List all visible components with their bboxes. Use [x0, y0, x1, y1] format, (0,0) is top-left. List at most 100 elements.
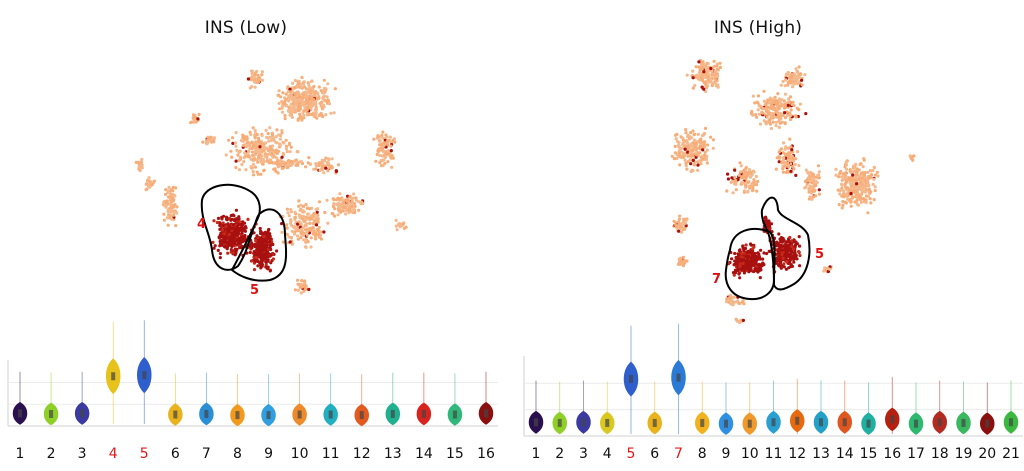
- cell-point: [222, 232, 226, 236]
- violin-box: [652, 418, 657, 427]
- cell-point: [357, 208, 361, 212]
- cell-point: [315, 97, 319, 101]
- violin-3: [74, 371, 90, 425]
- cell-point: [308, 162, 312, 166]
- violin-8: [230, 374, 245, 427]
- violin-box: [961, 418, 966, 427]
- cell-point: [268, 246, 272, 250]
- low-panel: INS (Low) 4 5 1 2 3 4 5 6 7 8 9 10 11 12 13 14 15 16: [7, 18, 498, 462]
- cell-point: [778, 121, 782, 125]
- cell-point: [169, 188, 174, 192]
- cell-point: [770, 112, 774, 116]
- violin-5: [623, 325, 639, 434]
- cell-point: [706, 84, 710, 88]
- cell-point: [794, 67, 798, 71]
- violin-label-13: 13: [383, 446, 402, 462]
- cell-point: [378, 161, 382, 165]
- cell-point: [309, 227, 313, 231]
- violin-box: [985, 419, 990, 428]
- cell-point: [380, 135, 384, 140]
- cell-point: [292, 232, 296, 236]
- cell-point: [266, 228, 270, 232]
- cell-point: [260, 133, 264, 138]
- cell-point: [311, 102, 315, 106]
- cell-point: [710, 83, 714, 88]
- cell-point: [207, 136, 211, 140]
- cell-point: [225, 218, 229, 222]
- cell-point: [289, 93, 293, 97]
- cell-point: [299, 227, 304, 231]
- cell-point: [267, 152, 271, 156]
- cell-point: [314, 102, 318, 106]
- cell-point: [319, 89, 323, 93]
- cell-point: [277, 89, 281, 93]
- low-cluster-16: [245, 222, 279, 273]
- cell-point: [262, 235, 266, 239]
- cell-point: [145, 187, 149, 191]
- cell-point: [249, 165, 253, 169]
- cell-point: [763, 103, 767, 107]
- cell-point: [386, 160, 390, 164]
- cell-point: [268, 126, 272, 130]
- cell-point: [263, 247, 267, 251]
- cell-point: [695, 73, 699, 77]
- cell-point: [294, 158, 298, 162]
- cell-point: [261, 238, 265, 242]
- cell-point: [777, 105, 781, 109]
- violin-label-21: 21: [1002, 446, 1020, 462]
- cell-point: [776, 92, 780, 96]
- cell-point: [765, 105, 769, 110]
- cell-point: [283, 113, 287, 118]
- cell-point: [271, 242, 275, 247]
- cell-point: [250, 74, 255, 78]
- cell-point: [295, 103, 299, 107]
- cell-point: [289, 219, 293, 223]
- cell-point: [234, 131, 238, 135]
- cell-point: [788, 117, 793, 122]
- violin-box: [581, 418, 586, 427]
- cell-point: [231, 251, 235, 255]
- low-cluster-0: [276, 75, 337, 122]
- cell-point: [256, 172, 260, 176]
- cell-point: [706, 62, 710, 66]
- cell-point: [253, 242, 257, 246]
- cell-point: [304, 202, 308, 207]
- cell-point: [237, 150, 241, 154]
- cell-point: [704, 89, 708, 94]
- cell-point: [241, 143, 246, 148]
- violin-box: [534, 418, 538, 427]
- violin-20: [980, 382, 995, 435]
- cell-point: [305, 101, 309, 105]
- cell-point: [314, 108, 319, 112]
- cell-point: [314, 105, 318, 109]
- cell-point: [327, 102, 332, 106]
- cell-point: [234, 239, 238, 243]
- cell-point: [324, 113, 328, 117]
- cell-point: [765, 115, 769, 119]
- cell-point: [268, 269, 272, 273]
- cell-point: [783, 92, 788, 96]
- violin-7: [671, 323, 686, 434]
- cell-point: [772, 108, 776, 112]
- cell-point: [243, 225, 248, 229]
- cell-point: [231, 136, 235, 140]
- cell-point: [296, 222, 300, 226]
- cell-point: [395, 228, 399, 232]
- cell-point: [251, 126, 255, 130]
- cell-point: [296, 278, 300, 282]
- cell-point: [795, 76, 799, 81]
- cell-point: [144, 182, 148, 186]
- cell-point: [329, 166, 333, 170]
- cell-point: [684, 164, 688, 168]
- cell-point: [252, 157, 256, 161]
- cell-point: [289, 109, 294, 113]
- cell-point: [314, 113, 318, 117]
- cell-point: [296, 288, 301, 292]
- cell-point: [242, 238, 246, 242]
- low-cluster-3: [189, 112, 201, 125]
- cell-point: [288, 240, 292, 244]
- cell-point: [175, 205, 179, 209]
- cell-point: [305, 233, 309, 237]
- cell-point: [326, 169, 330, 173]
- cell-point: [698, 68, 702, 72]
